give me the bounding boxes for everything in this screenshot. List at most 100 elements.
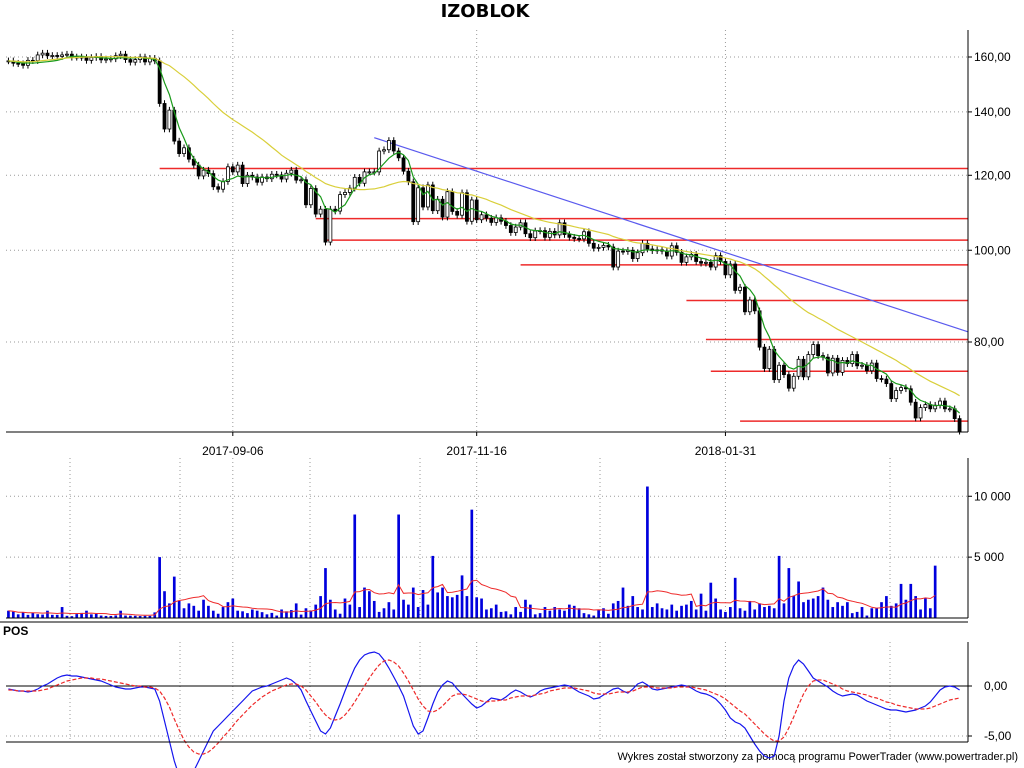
volume-bar — [94, 613, 98, 618]
volume-bar — [728, 607, 732, 618]
candle — [65, 53, 69, 56]
candle — [869, 362, 874, 372]
candle — [513, 226, 518, 233]
volume-bar — [99, 615, 103, 618]
volume-bar — [129, 615, 132, 618]
volume-bar — [607, 613, 610, 618]
candle — [840, 359, 845, 373]
y-tick-label: 120,00 — [974, 168, 1011, 182]
volume-bar — [197, 610, 201, 618]
volume-bar — [148, 615, 152, 618]
candle — [196, 164, 201, 177]
volume-bar — [168, 603, 171, 618]
candle — [908, 388, 913, 403]
volume-bar — [694, 609, 698, 618]
volume-bar — [880, 602, 883, 618]
volume-bar — [528, 604, 532, 618]
volume-bar — [402, 599, 405, 618]
volume-bar — [675, 610, 679, 618]
candle — [382, 149, 386, 152]
candle — [182, 147, 186, 154]
volume-bar — [894, 603, 898, 618]
candle — [777, 364, 782, 381]
volume-bar — [246, 613, 249, 618]
volume-bar — [441, 587, 444, 618]
volume-bar — [275, 615, 279, 618]
y-tick-label: 100,00 — [974, 243, 1011, 257]
volume-bar — [465, 596, 469, 618]
candle — [762, 346, 767, 369]
volume-bar — [455, 594, 459, 618]
volume-bar — [631, 596, 635, 618]
volume-bar — [16, 614, 20, 618]
volume-bar — [177, 600, 181, 618]
candle — [557, 222, 562, 236]
candle — [616, 250, 621, 268]
candle — [640, 242, 645, 254]
candle — [440, 198, 445, 218]
candle — [835, 357, 840, 373]
volume-bar — [207, 605, 210, 618]
candle — [728, 263, 733, 276]
volume-average-line — [8, 579, 936, 616]
candle — [318, 208, 323, 215]
candle — [313, 188, 318, 215]
volume-bar — [397, 514, 400, 618]
candle — [386, 140, 391, 151]
volume-bar — [436, 592, 440, 618]
volume-bar — [114, 615, 118, 618]
volume-bar — [231, 598, 235, 618]
volume-bar — [55, 614, 59, 618]
volume-bar — [665, 609, 669, 618]
candle — [416, 187, 421, 223]
y-tick-label: 0,00 — [984, 679, 1008, 693]
candle — [465, 192, 469, 222]
candle — [469, 199, 474, 222]
candle — [128, 59, 133, 63]
volume-bar — [587, 614, 591, 618]
volume-bar — [504, 611, 508, 618]
candle — [733, 263, 738, 291]
volume-bar — [772, 608, 776, 618]
candle — [562, 222, 567, 235]
candle — [782, 364, 786, 376]
candle — [508, 225, 513, 233]
volume-bar — [811, 598, 815, 618]
candle — [630, 249, 635, 259]
volume-bar — [26, 614, 30, 618]
volume-bar — [802, 602, 805, 618]
candle — [694, 253, 699, 262]
volume-bar — [329, 599, 332, 618]
volume-bar — [758, 603, 761, 618]
volume-bar — [392, 609, 396, 618]
trendline — [374, 137, 969, 333]
volume-bar — [738, 608, 742, 618]
grid-layer — [6, 30, 968, 742]
candle — [226, 166, 230, 182]
volume-bar — [543, 607, 547, 618]
candle — [50, 55, 55, 57]
indicator-line — [8, 659, 960, 755]
volume-bar — [704, 610, 708, 618]
candle — [299, 179, 304, 182]
volume-bar — [309, 610, 313, 618]
candle — [411, 181, 416, 223]
candle — [596, 246, 601, 249]
candle — [391, 140, 396, 152]
candle — [718, 255, 723, 262]
candle — [825, 356, 830, 374]
volume-bar — [548, 610, 552, 618]
candle — [494, 217, 499, 223]
volume-bar — [489, 608, 493, 618]
volume-bar — [289, 610, 293, 618]
volume-bar — [368, 591, 371, 618]
candle — [35, 54, 40, 62]
candle — [874, 362, 879, 379]
volume-bar — [280, 609, 283, 618]
volume-bar — [602, 608, 605, 618]
candle — [328, 208, 333, 243]
candle — [162, 103, 167, 130]
volume-bar — [816, 596, 820, 618]
candle — [704, 261, 708, 264]
